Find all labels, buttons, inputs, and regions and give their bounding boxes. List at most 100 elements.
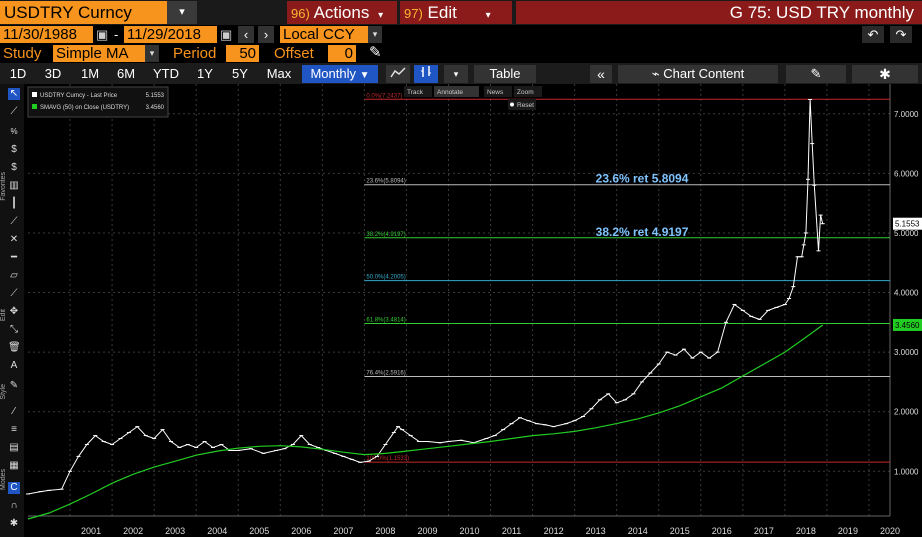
period-button-ytd[interactable]: YTD — [153, 66, 179, 81]
column-icon[interactable]: ▥ — [9, 180, 19, 191]
dollar-icon[interactable]: $ — [11, 144, 17, 155]
text-icon[interactable]: A — [10, 360, 18, 371]
x-tick-label: 2017 — [754, 526, 774, 536]
period-label: Period — [173, 45, 217, 62]
period-field[interactable]: 50 — [226, 45, 259, 62]
chevron-down-icon: ▾ — [378, 10, 384, 21]
trash-icon[interactable]: 🗑 — [8, 342, 21, 353]
chart-content-button[interactable]: ⌁ Chart Content — [618, 65, 778, 83]
line-chart-icon[interactable] — [386, 65, 410, 83]
period-button-1y[interactable]: 1Y — [197, 66, 213, 81]
x-tick-label: 2016 — [712, 526, 732, 536]
period-button-5y[interactable]: 5Y — [232, 66, 248, 81]
chart-tool-button — [404, 86, 432, 97]
chart-tool-label: Zoom — [517, 89, 534, 96]
period-button-6m[interactable]: 6M — [116, 66, 136, 81]
study-field[interactable]: Simple MA — [53, 45, 145, 62]
x-tick-label: 2006 — [291, 526, 311, 536]
offset-label: Offset — [274, 45, 314, 62]
brush-icon[interactable]: ✎ — [9, 380, 19, 391]
chart-content-label: Chart Content — [663, 66, 745, 81]
chart-type-dropdown-icon[interactable]: ▾ — [444, 65, 468, 83]
resize-icon[interactable]: ⤡ — [10, 324, 18, 335]
x-tick-label: 2001 — [81, 526, 101, 536]
collapse-left-icon[interactable]: « — [590, 65, 612, 83]
ticker-field[interactable]: USDTRY Curncy — [0, 1, 167, 24]
period-button-1m[interactable]: 1M — [80, 66, 100, 81]
line-chart-glyph — [390, 67, 406, 78]
magnet-icon[interactable]: ∩ — [10, 500, 18, 511]
y-tick-label: 7.0000 — [894, 110, 919, 119]
ticker-dropdown-icon[interactable]: ▾ — [167, 1, 197, 24]
start-date-field[interactable]: 11/30/1988 — [0, 26, 93, 43]
draw-line-icon[interactable]: ⟋ — [10, 106, 18, 117]
period-button-max[interactable]: Max — [266, 66, 292, 81]
price-chart[interactable]: 0.0%(7.2437) 23.6%(5.8094) 38.2%(4.9197) 50… — [24, 84, 922, 537]
y-tick-label: 4.0000 — [894, 289, 919, 298]
dollar-alt-icon[interactable]: $ — [11, 162, 17, 173]
hline-icon[interactable]: ━ — [10, 252, 18, 263]
undo-icon[interactable]: ↶ — [862, 26, 884, 43]
x-tick-label: 2003 — [165, 526, 185, 536]
calendar-icon[interactable]: ▣ — [220, 27, 233, 42]
y-tick-label: 5.0000 — [894, 229, 919, 238]
x-tick-label: 2014 — [628, 526, 648, 536]
pointer-icon[interactable]: ↖ — [8, 88, 20, 100]
period-button-1d[interactable]: 1D — [9, 66, 27, 81]
actions-menu[interactable]: 96) Actions ▾ — [287, 1, 397, 24]
line-style-icon[interactable]: ⁄ — [13, 406, 15, 417]
page-title: G 75: USD TRY monthly — [516, 1, 922, 24]
gear-icon[interactable]: ✱ — [852, 65, 918, 83]
percent-icon[interactable]: % — [10, 127, 18, 136]
y-tick-label: 2.0000 — [894, 408, 919, 417]
sma-label: 3.4560 — [895, 321, 920, 330]
price-series-line — [27, 99, 824, 495]
fib-level-label: 38.2%(4.9197) — [366, 232, 405, 238]
pencil-icon[interactable]: ✎ — [369, 44, 382, 61]
end-date-field[interactable]: 11/29/2018 — [124, 26, 217, 43]
grid-icon[interactable]: ▦ — [9, 460, 19, 471]
settings-small-icon[interactable]: ✱ — [9, 518, 19, 529]
period-button-3d[interactable]: 3D — [44, 66, 62, 81]
cross-icon[interactable]: ✕ — [9, 234, 19, 245]
x-tick-label: 2011 — [502, 526, 521, 536]
style-label: Style — [0, 384, 7, 400]
date-range-bar: 11/30/1988 ▣ - 11/29/2018 ▣ ‹ › Local CC… — [0, 25, 922, 44]
legend-name: USDTRY Curncy - Last Price — [40, 93, 118, 99]
table-button[interactable]: Table — [474, 65, 536, 83]
chevron-down-icon[interactable]: ▾ — [145, 45, 159, 62]
x-tick-label: 2005 — [249, 526, 269, 536]
chevron-left-icon[interactable]: ‹ — [238, 26, 254, 43]
fill-icon[interactable]: ▤ — [9, 442, 19, 453]
chart-tool-button — [508, 99, 536, 110]
offset-field[interactable]: 0 — [328, 45, 356, 62]
line-weight-icon[interactable]: ≡ — [11, 424, 17, 435]
x-tick-label: 2012 — [544, 526, 564, 536]
frequency-dropdown[interactable]: Monthly ▼ — [302, 65, 378, 83]
legend-value: 3.4560 — [146, 105, 165, 111]
edit-menu[interactable]: 97) Edit ▾ — [400, 1, 512, 24]
bar-chart-icon[interactable] — [414, 65, 438, 83]
modes-label: Modes — [0, 469, 7, 491]
slope-icon[interactable]: ⟋ — [10, 288, 18, 299]
x-tick-label: 2015 — [670, 526, 690, 536]
move-icon[interactable]: ✥ — [9, 306, 19, 317]
redo-icon[interactable]: ↷ — [890, 26, 912, 43]
x-tick-label: 2018 — [796, 526, 816, 536]
fib-level-label: 23.6%(5.8094) — [366, 179, 405, 185]
chart-tool-label: News — [487, 89, 504, 96]
currency-field[interactable]: Local CCY — [280, 26, 368, 43]
edit-label: Edit — [427, 3, 457, 22]
favorites-label: Favorites — [0, 172, 7, 201]
x-tick-label: 2013 — [586, 526, 606, 536]
calendar-icon[interactable]: ▣ — [96, 27, 109, 42]
legend-swatch — [32, 92, 37, 97]
mode-icon[interactable]: C — [8, 482, 20, 494]
candle-icon[interactable]: ┃ — [10, 198, 18, 209]
edit-chart-icon[interactable]: ✎ — [786, 65, 846, 83]
chevron-right-icon[interactable]: › — [258, 26, 274, 43]
trend-icon[interactable]: ⟋ — [10, 216, 18, 227]
y-tick-label: 6.0000 — [894, 169, 919, 178]
channel-icon[interactable]: ▱ — [10, 270, 18, 281]
chevron-down-icon[interactable]: ▾ — [368, 26, 382, 43]
